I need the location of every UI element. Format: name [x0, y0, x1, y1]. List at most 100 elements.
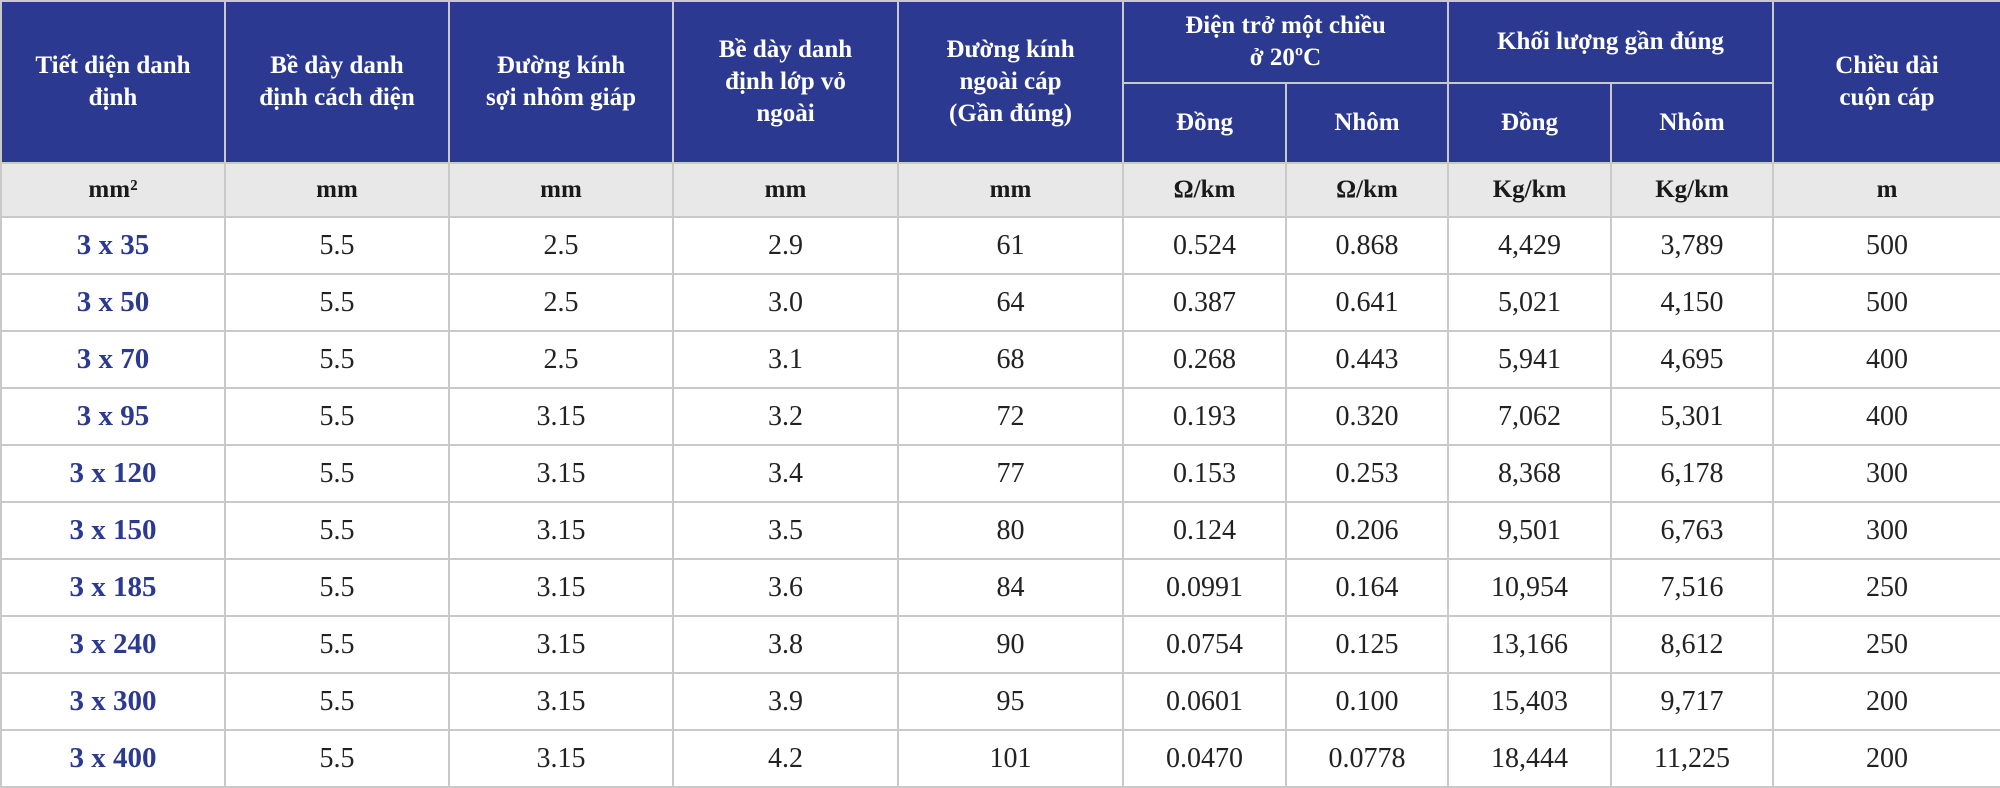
- table-cell: 4,429: [1447, 216, 1612, 275]
- unit-cell: mm: [897, 162, 1124, 218]
- table-row: 3 x 50 5.5 2.5 3.0 64 0.387 0.641 5,021 …: [0, 273, 2000, 332]
- table-cell: 0.0754: [1122, 615, 1287, 674]
- table-cell: 5.5: [224, 387, 450, 446]
- header-armour-wire-diameter: Đường kính sợi nhôm giáp: [448, 0, 674, 164]
- header-insulation-thickness: Bề dày danh định cách điện: [224, 0, 450, 164]
- table-cell: 0.164: [1285, 558, 1449, 617]
- table-row: 3 x 300 5.5 3.15 3.9 95 0.0601 0.100 15,…: [0, 672, 2000, 731]
- unit-cell: mm: [672, 162, 899, 218]
- table-cell: 72: [897, 387, 1124, 446]
- table-cell: 90: [897, 615, 1124, 674]
- table-cell: 0.0470: [1122, 729, 1287, 788]
- table-cell: 9,717: [1609, 672, 1775, 731]
- table-cell: 0.206: [1285, 501, 1449, 560]
- table-cell: 400: [1772, 330, 2000, 389]
- table-cell: 4.2: [672, 729, 899, 788]
- table-cell: 64: [897, 273, 1124, 332]
- table-cell: 0.868: [1285, 216, 1449, 275]
- header-drum-length: Chiều dài cuộn cáp: [1772, 0, 2000, 164]
- cell-cross-section: 3 x 240: [0, 615, 226, 674]
- table-cell: 250: [1772, 558, 2000, 617]
- table-cell: 3.15: [448, 501, 674, 560]
- table-cell: 300: [1772, 444, 2000, 503]
- table-cell: 5,021: [1447, 273, 1612, 332]
- table-cell: 500: [1772, 273, 2000, 332]
- table-cell: 0.193: [1122, 387, 1287, 446]
- table-cell: 95: [897, 672, 1124, 731]
- table-row: 3 x 95 5.5 3.15 3.2 72 0.193 0.320 7,062…: [0, 387, 2000, 446]
- header-mass-copper: Đồng: [1447, 82, 1612, 164]
- unit-cell: mm: [448, 162, 674, 218]
- cell-cross-section: 3 x 95: [0, 387, 226, 446]
- cell-cross-section: 3 x 150: [0, 501, 226, 560]
- table-cell: 5.5: [224, 216, 450, 275]
- table-cell: 8,368: [1447, 444, 1612, 503]
- table-cell: 3.9: [672, 672, 899, 731]
- table-cell: 2.5: [448, 216, 674, 275]
- cell-cross-section: 3 x 120: [0, 444, 226, 503]
- table-cell: 5,301: [1609, 387, 1775, 446]
- table-cell: 2.5: [448, 273, 674, 332]
- table-cell: 3.0: [672, 273, 899, 332]
- table-cell: 5.5: [224, 273, 450, 332]
- table-cell: 5.5: [224, 501, 450, 560]
- header-dc-resistance: Điện trở một chiều ở 20ºC: [1122, 0, 1449, 84]
- unit-cell: Ω/km: [1285, 162, 1449, 218]
- table-cell: 7,062: [1447, 387, 1612, 446]
- table-cell: 5.5: [224, 672, 450, 731]
- table-row: 3 x 150 5.5 3.15 3.5 80 0.124 0.206 9,50…: [0, 501, 2000, 560]
- table-cell: 80: [897, 501, 1124, 560]
- table-cell: 4,150: [1609, 273, 1775, 332]
- table-cell: 13,166: [1447, 615, 1612, 674]
- cell-cross-section: 3 x 185: [0, 558, 226, 617]
- units-row: mm² mm mm mm mm Ω/km Ω/km Kg/km Kg/km m: [0, 162, 2000, 218]
- table-cell: 5,941: [1447, 330, 1612, 389]
- table-cell: 3.8: [672, 615, 899, 674]
- table-cell: 84: [897, 558, 1124, 617]
- header-approx-mass: Khối lượng gần đúng: [1446, 0, 1775, 84]
- unit-cell: Ω/km: [1122, 162, 1287, 218]
- table-cell: 5.5: [224, 330, 450, 389]
- table-cell: 6,763: [1609, 501, 1775, 560]
- table-cell: 3.15: [448, 729, 674, 788]
- table-cell: 15,403: [1447, 672, 1612, 731]
- cell-cross-section: 3 x 35: [0, 216, 226, 275]
- unit-cell: mm: [224, 162, 450, 218]
- table-cell: 3.15: [448, 387, 674, 446]
- table-cell: 500: [1772, 216, 2000, 275]
- table-cell: 77: [897, 444, 1124, 503]
- table-row: 3 x 120 5.5 3.15 3.4 77 0.153 0.253 8,36…: [0, 444, 2000, 503]
- table-cell: 3.2: [672, 387, 899, 446]
- table-cell: 0.387: [1122, 273, 1287, 332]
- table-cell: 9,501: [1447, 501, 1612, 560]
- table-cell: 0.524: [1122, 216, 1287, 275]
- table-cell: 0.268: [1122, 330, 1287, 389]
- cell-cross-section: 3 x 300: [0, 672, 226, 731]
- table-cell: 0.641: [1285, 273, 1449, 332]
- table-row: 3 x 35 5.5 2.5 2.9 61 0.524 0.868 4,429 …: [0, 216, 2000, 275]
- table-cell: 6,178: [1609, 444, 1775, 503]
- header-mass-aluminum: Nhôm: [1609, 82, 1775, 164]
- table-cell: 0.443: [1285, 330, 1449, 389]
- table-cell: 200: [1772, 672, 2000, 731]
- table-cell: 8,612: [1609, 615, 1775, 674]
- table-cell: 68: [897, 330, 1124, 389]
- table-cell: 3.15: [448, 558, 674, 617]
- header-sheath-thickness: Bề dày danh định lớp vỏ ngoài: [672, 0, 899, 164]
- table-cell: 3.6: [672, 558, 899, 617]
- table-row: 3 x 185 5.5 3.15 3.6 84 0.0991 0.164 10,…: [0, 558, 2000, 617]
- table-cell: 0.124: [1122, 501, 1287, 560]
- unit-cell: Kg/km: [1447, 162, 1612, 218]
- unit-cell: m: [1772, 162, 2000, 218]
- table-cell: 3.15: [448, 615, 674, 674]
- unit-cell: Kg/km: [1609, 162, 1775, 218]
- cell-cross-section: 3 x 400: [0, 729, 226, 788]
- table-cell: 3.5: [672, 501, 899, 560]
- table-cell: 5.5: [224, 558, 450, 617]
- header-nominal-cross-section: Tiết diện danh định: [0, 0, 226, 164]
- table-cell: 3.4: [672, 444, 899, 503]
- table-cell: 0.0991: [1122, 558, 1287, 617]
- header-resistance-aluminum: Nhôm: [1285, 82, 1449, 164]
- table-cell: 11,225: [1609, 729, 1775, 788]
